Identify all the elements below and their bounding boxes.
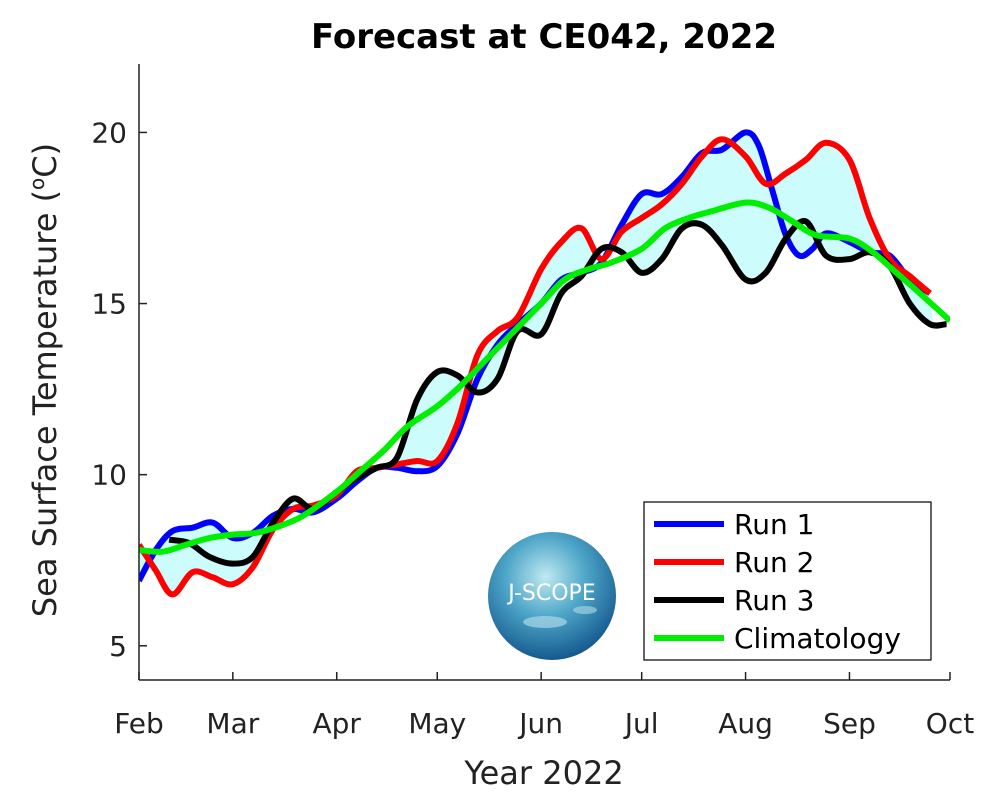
- x-tick-label: Oct: [926, 707, 974, 740]
- y-axis-label-unit: C): [26, 143, 64, 178]
- fish-icon-small: [573, 606, 597, 614]
- x-tick-label: Mar: [206, 707, 259, 740]
- y-tick-label: 5: [109, 630, 127, 663]
- x-tick-label: Feb: [114, 707, 164, 740]
- x-tick-label: Aug: [718, 707, 773, 740]
- x-tick-label: Jun: [517, 707, 563, 740]
- x-tick-label: Apr: [312, 707, 361, 740]
- y-axis-label-main: Sea Surface Temperature (: [26, 190, 64, 617]
- y-axis-label-degree: o: [25, 178, 49, 190]
- legend-box: [643, 501, 932, 661]
- x-axis-ticks: Feb Mar Apr May Jun Jul Aug Sep Oct: [114, 672, 974, 740]
- plot-axes: [138, 64, 950, 681]
- x-axis-label: Year 2022: [463, 754, 623, 792]
- x-tick-label: May: [408, 707, 466, 740]
- legend-label-run-1: Run 1: [734, 508, 814, 541]
- series-lines: [139, 129, 950, 598]
- y-tick-label: 15: [91, 288, 127, 321]
- legend: Run 1 Run 2 Run 3 Climatology: [643, 501, 932, 661]
- series-line-climatology: [139, 199, 950, 555]
- logo-text: J-SCOPE: [506, 581, 595, 606]
- fish-icon: [523, 616, 567, 628]
- y-axis-ticks: 5 10 15 20: [91, 116, 147, 663]
- legend-label-climatology: Climatology: [734, 622, 901, 655]
- x-tick-label: Jul: [623, 707, 659, 740]
- series-line-run-2: [139, 136, 932, 598]
- series-line-run-3: [168, 218, 947, 567]
- legend-label-run-3: Run 3: [734, 584, 814, 617]
- x-tick-label: Sep: [823, 707, 876, 740]
- logo-circle: [488, 532, 616, 660]
- y-tick-label: 10: [91, 459, 127, 492]
- envelope-area: [139, 132, 947, 595]
- legend-label-run-2: Run 2: [734, 546, 814, 579]
- y-axis-label: Sea Surface Temperature (oC): [25, 143, 64, 617]
- y-tick-label: 20: [91, 116, 127, 149]
- chart-title: Forecast at CE042, 2022: [311, 17, 777, 57]
- envelope-fill: [139, 132, 947, 595]
- j-scope-logo: J-SCOPE: [488, 532, 616, 660]
